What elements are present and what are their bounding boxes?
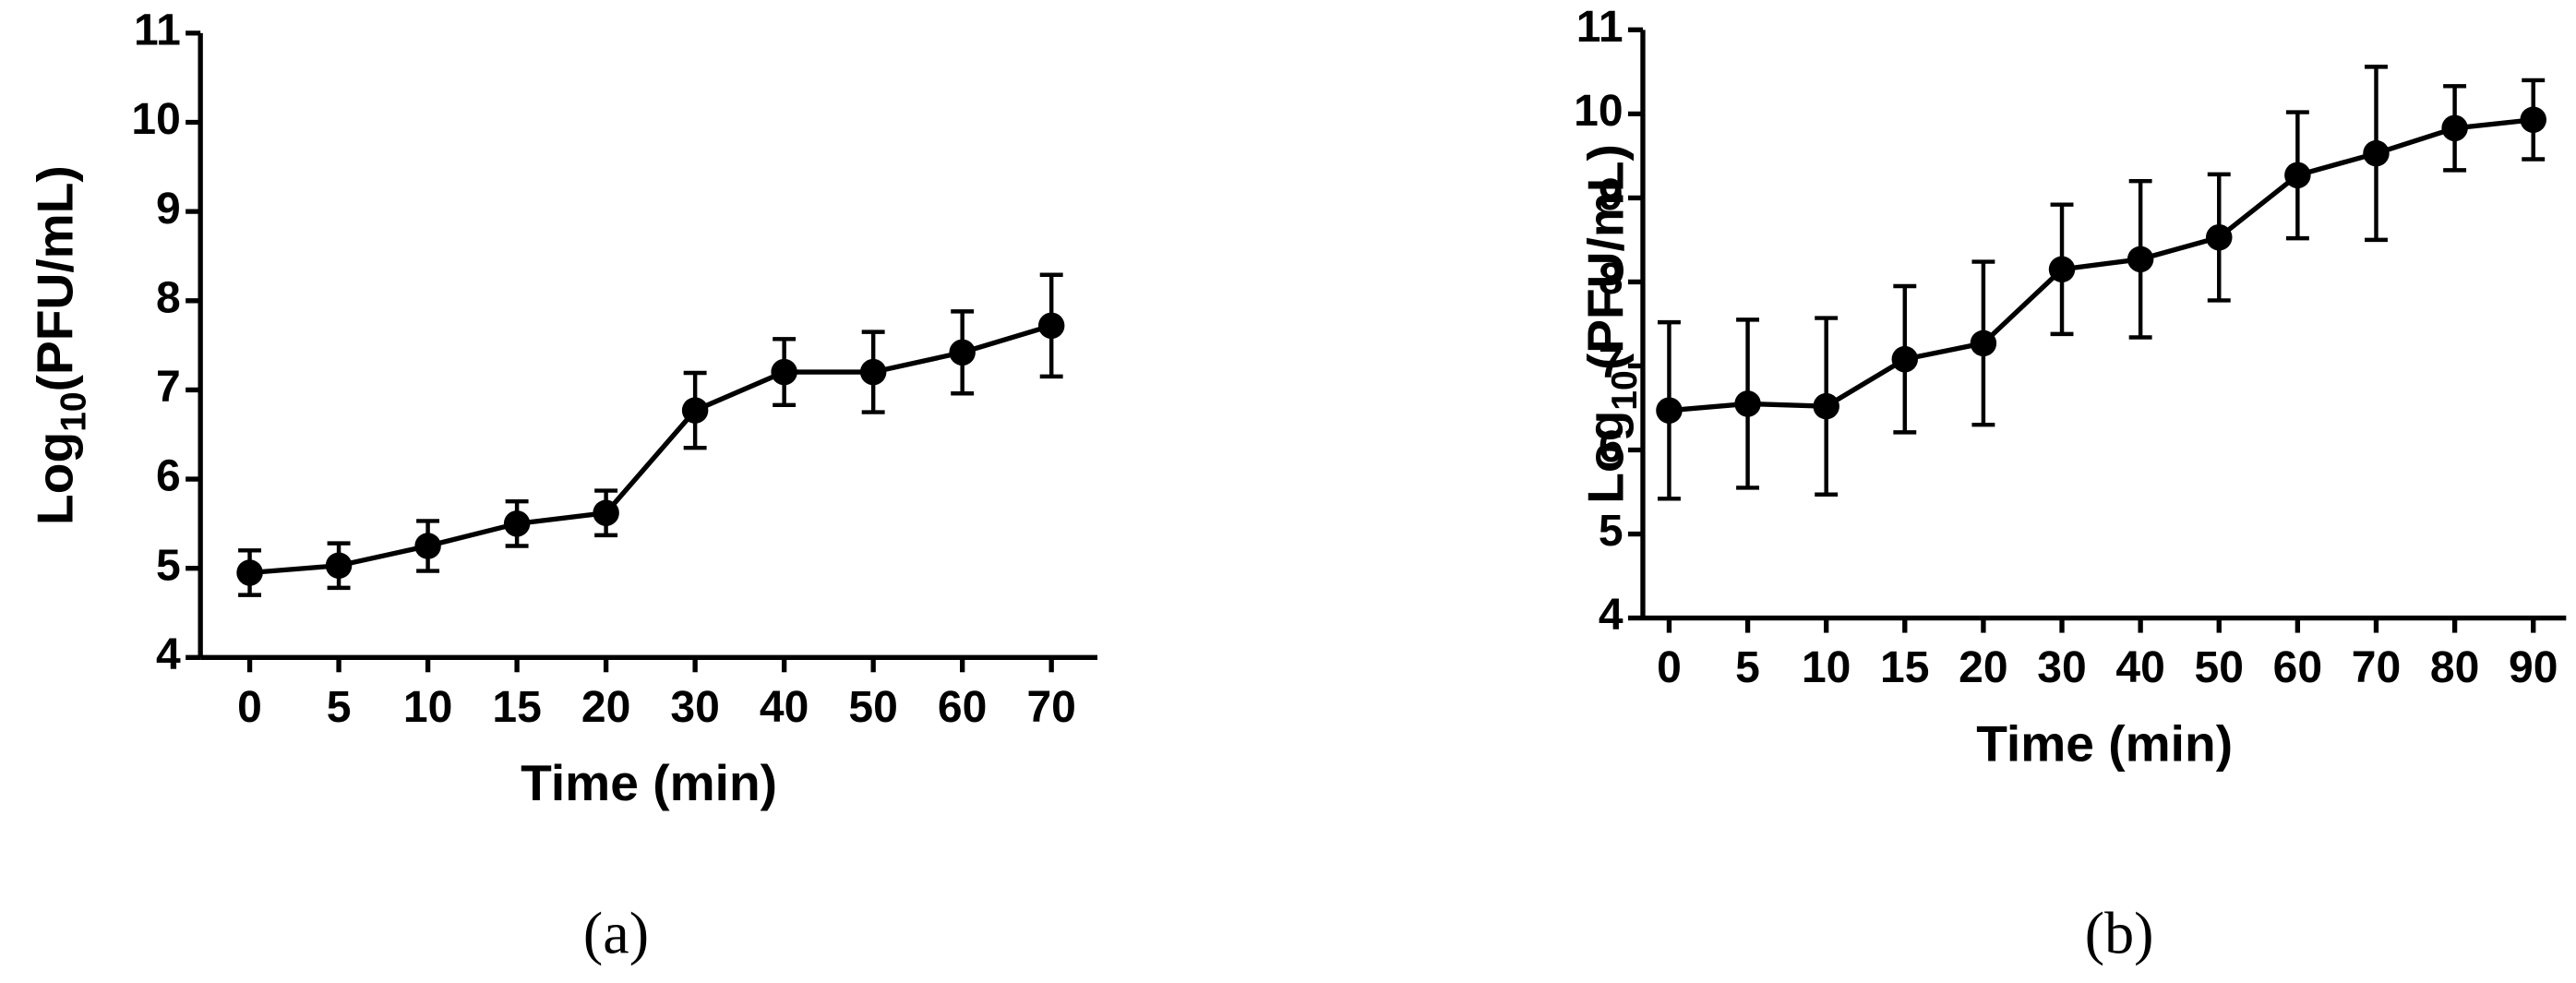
data-point xyxy=(593,499,619,526)
series-line xyxy=(249,323,1052,576)
data-point xyxy=(681,397,709,424)
y-tick-label: 7 xyxy=(1599,339,1623,388)
data-point xyxy=(2284,162,2311,189)
y-tick-label: 10 xyxy=(1574,87,1623,136)
x-axis-title: Time (min) xyxy=(521,754,777,811)
panel-label: (a) xyxy=(583,901,649,966)
y-tick-label: 9 xyxy=(1599,171,1623,220)
data-point xyxy=(2048,256,2076,283)
data-point xyxy=(236,559,263,586)
x-tick-label: 5 xyxy=(1735,643,1760,692)
x-tick-label: 10 xyxy=(403,683,452,732)
y-tick-label: 5 xyxy=(1599,507,1623,556)
y-title-subscript: 10 xyxy=(1605,370,1645,411)
data-point xyxy=(1970,330,1997,357)
x-tick-label: 40 xyxy=(760,683,809,732)
y-axis-title: Log10(PFU/mL) xyxy=(1577,144,1645,504)
x-tick-label: 15 xyxy=(1880,643,1929,692)
data-point xyxy=(771,358,797,386)
data-point xyxy=(2127,246,2154,273)
x-tick-label: 0 xyxy=(1657,643,1682,692)
x-tick-label: 50 xyxy=(848,683,897,732)
y-tick-label: 10 xyxy=(131,95,180,144)
y-tick-label: 9 xyxy=(156,185,181,234)
y-title-subscript: 10 xyxy=(54,391,94,432)
data-point xyxy=(325,552,353,579)
y-tick-label: 6 xyxy=(156,452,181,501)
x-tick-label: 60 xyxy=(938,683,987,732)
y-tick-label: 4 xyxy=(156,630,181,679)
data-point xyxy=(1813,392,1839,420)
y-tick-label: 11 xyxy=(134,6,181,55)
y-tick-label: 6 xyxy=(1599,423,1623,472)
y-tick-label: 8 xyxy=(1599,255,1623,304)
data-point xyxy=(1734,390,1761,417)
y-title-unit: (PFU/mL) xyxy=(26,165,83,391)
x-tick-label: 90 xyxy=(2509,643,2558,692)
data-point xyxy=(1037,312,1065,340)
x-tick-label: 70 xyxy=(2352,643,2401,692)
data-point xyxy=(949,339,976,366)
y-title-unit: (PFU/mL) xyxy=(1577,144,1635,370)
y-title-base: Log xyxy=(1577,411,1635,504)
y-tick-label: 11 xyxy=(1576,3,1623,52)
x-tick-label: 30 xyxy=(2037,643,2086,692)
x-tick-label: 0 xyxy=(237,683,262,732)
x-tick-label: 70 xyxy=(1026,683,1075,732)
x-axis-title: Time (min) xyxy=(1976,714,2233,772)
x-tick-label: 5 xyxy=(327,683,352,732)
data-point xyxy=(2441,114,2468,142)
y-tick-label: 5 xyxy=(156,541,181,590)
y-title-base: Log xyxy=(26,432,83,525)
x-tick-label: 30 xyxy=(670,683,719,732)
x-tick-label: 20 xyxy=(1959,643,2007,692)
x-tick-label: 60 xyxy=(2273,643,2322,692)
y-axis-title: Log10(PFU/mL) xyxy=(26,165,93,525)
x-tick-label: 10 xyxy=(1802,643,1851,692)
data-point xyxy=(503,510,531,537)
data-point xyxy=(414,533,441,559)
x-tick-label: 40 xyxy=(2115,643,2164,692)
x-tick-label: 50 xyxy=(2195,643,2244,692)
y-tick-label: 8 xyxy=(156,273,181,322)
data-point xyxy=(859,358,887,386)
data-point xyxy=(1656,397,1683,424)
x-tick-label: 15 xyxy=(492,683,541,732)
data-point xyxy=(1891,345,1919,373)
data-point xyxy=(2520,106,2546,133)
x-tick-label: 20 xyxy=(581,683,630,732)
panel-label: (b) xyxy=(2085,901,2154,966)
series-line xyxy=(1669,117,2534,414)
y-tick-label: 7 xyxy=(156,363,181,412)
x-tick-label: 80 xyxy=(2430,643,2479,692)
y-tick-label: 4 xyxy=(1599,591,1623,640)
data-point xyxy=(2206,223,2233,251)
data-point xyxy=(2363,139,2390,167)
